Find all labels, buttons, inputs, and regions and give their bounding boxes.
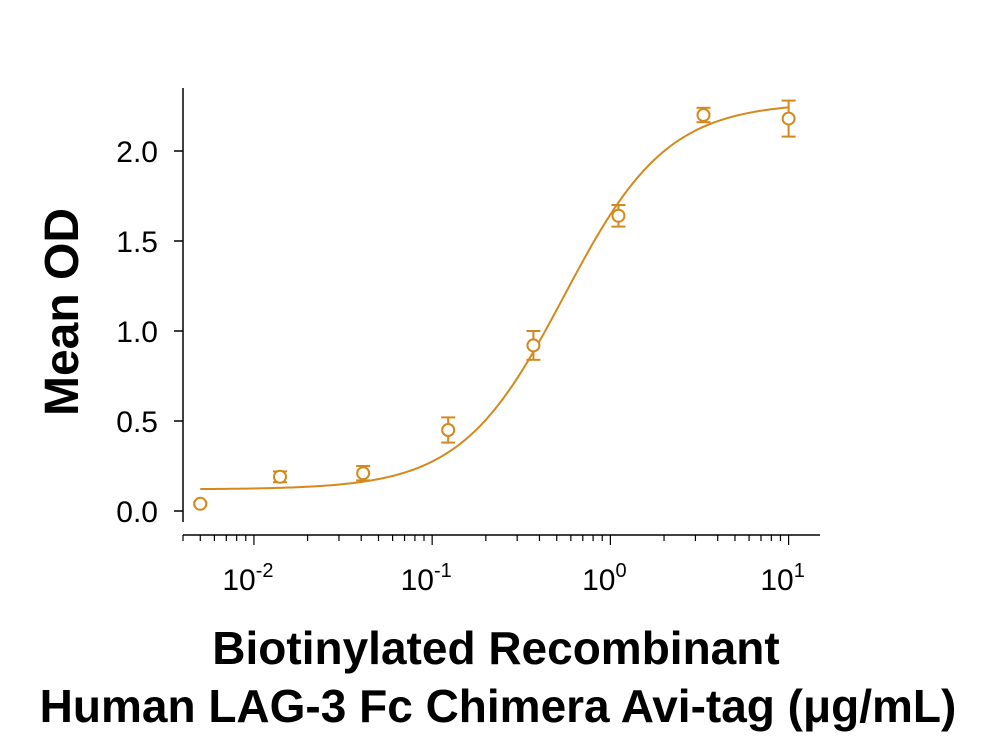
y-tick-label: 2.0 bbox=[116, 136, 158, 169]
y-tick-label: 1.0 bbox=[116, 316, 158, 349]
data-point-marker bbox=[526, 338, 541, 353]
y-tick-label: 1.5 bbox=[116, 226, 158, 259]
x-tick-base: 10 bbox=[760, 564, 793, 597]
axes bbox=[182, 88, 820, 536]
x-axis-title-line-2: Human LAG-3 Fc Chimera Avi-tag (μg/mL) bbox=[40, 680, 957, 732]
data-point-marker bbox=[441, 423, 456, 437]
data-points-layer bbox=[193, 99, 796, 511]
x-tick-exponent: 1 bbox=[794, 560, 805, 582]
y-axis-title: Mean OD bbox=[36, 208, 89, 416]
y-tick-label: 0.5 bbox=[116, 406, 158, 439]
x-tick-label: 101 bbox=[760, 560, 805, 597]
x-axis-title-line-1: Biotinylated Recombinant bbox=[212, 622, 779, 674]
x-tick-base: 10 bbox=[222, 564, 255, 597]
data-point bbox=[272, 469, 287, 484]
data-point-marker bbox=[781, 111, 796, 126]
data-point bbox=[611, 204, 626, 228]
y-ticks: 0.0 0.5 1.0 1.5 2.0 bbox=[116, 136, 183, 529]
data-point bbox=[781, 99, 796, 138]
x-tick-label: 10-2 bbox=[222, 560, 273, 597]
data-point-marker bbox=[272, 469, 287, 484]
fit-curve-layer bbox=[200, 106, 789, 491]
data-point-marker bbox=[696, 108, 711, 122]
data-point bbox=[356, 465, 371, 482]
x-tick-base: 10 bbox=[401, 564, 434, 597]
x-tick-exponent: -1 bbox=[434, 560, 452, 582]
data-point bbox=[526, 330, 541, 361]
y-tick-label: 0.0 bbox=[116, 496, 158, 529]
x-ticks: 10-2 10-1 100 101 bbox=[182, 535, 805, 597]
data-point bbox=[696, 106, 711, 124]
x-tick-exponent: 0 bbox=[616, 560, 627, 582]
x-tick-base: 10 bbox=[582, 564, 615, 597]
data-point-marker bbox=[193, 496, 208, 511]
data-point-marker bbox=[611, 208, 626, 223]
data-point bbox=[441, 416, 456, 444]
data-point-marker bbox=[356, 466, 371, 481]
fit-curve bbox=[200, 106, 789, 491]
x-tick-label: 10-1 bbox=[401, 560, 452, 597]
data-point bbox=[193, 496, 208, 511]
x-tick-exponent: -2 bbox=[256, 560, 274, 582]
x-tick-label: 100 bbox=[582, 560, 627, 597]
